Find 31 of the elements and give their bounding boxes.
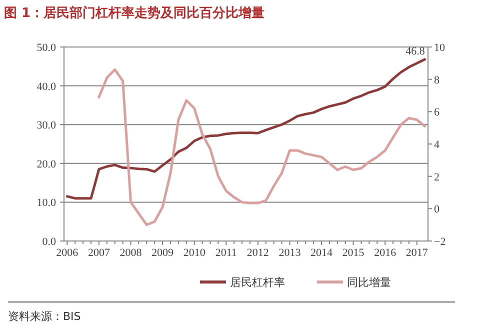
y2-tick-label: 8: [434, 74, 440, 86]
y2-tick-label: −2: [434, 236, 446, 248]
x-tick-label: 2011: [215, 247, 237, 259]
x-tick-label: 2012: [246, 247, 269, 259]
chart-title: 图 1：居民部门杠杆率走势及同比百分比增量: [4, 5, 265, 21]
y-tick-label: 10.0: [36, 197, 56, 210]
y-tick-label: 50.0: [36, 42, 56, 54]
x-tick-label: 2016: [374, 247, 397, 259]
y-tick-label: 0.0: [42, 236, 56, 248]
y2-tick-label: 4: [434, 139, 440, 151]
line-series: [98, 68, 426, 226]
y2-tick-label: 0: [434, 204, 440, 216]
x-tick-label: 2015: [342, 247, 365, 259]
data-label: 46.8: [406, 45, 426, 58]
x-tick-label: 2008: [120, 247, 142, 259]
y2-tick-label: 10: [434, 42, 446, 54]
y2-tick-label: 6: [434, 106, 440, 119]
y-tick-label: 30.0: [36, 120, 56, 132]
x-tick-label: 2017: [406, 247, 428, 259]
x-tick-label: 2006: [56, 247, 79, 259]
y-tick-label: 20.0: [36, 158, 56, 170]
x-tick-label: 2013: [278, 247, 302, 259]
text: 资料来源：BIS: [8, 310, 81, 323]
y-tick-label: 40.0: [36, 80, 56, 93]
legend-label: 同比增量: [347, 276, 391, 289]
y2-tick-label: 2: [434, 171, 440, 184]
x-tick-label: 2010: [183, 247, 206, 259]
x-tick-label: 2014: [310, 247, 333, 259]
x-tick-label: 2007: [88, 247, 110, 259]
legend-label: 居民杠杆率: [230, 276, 285, 289]
x-tick-label: 2009: [152, 247, 174, 259]
